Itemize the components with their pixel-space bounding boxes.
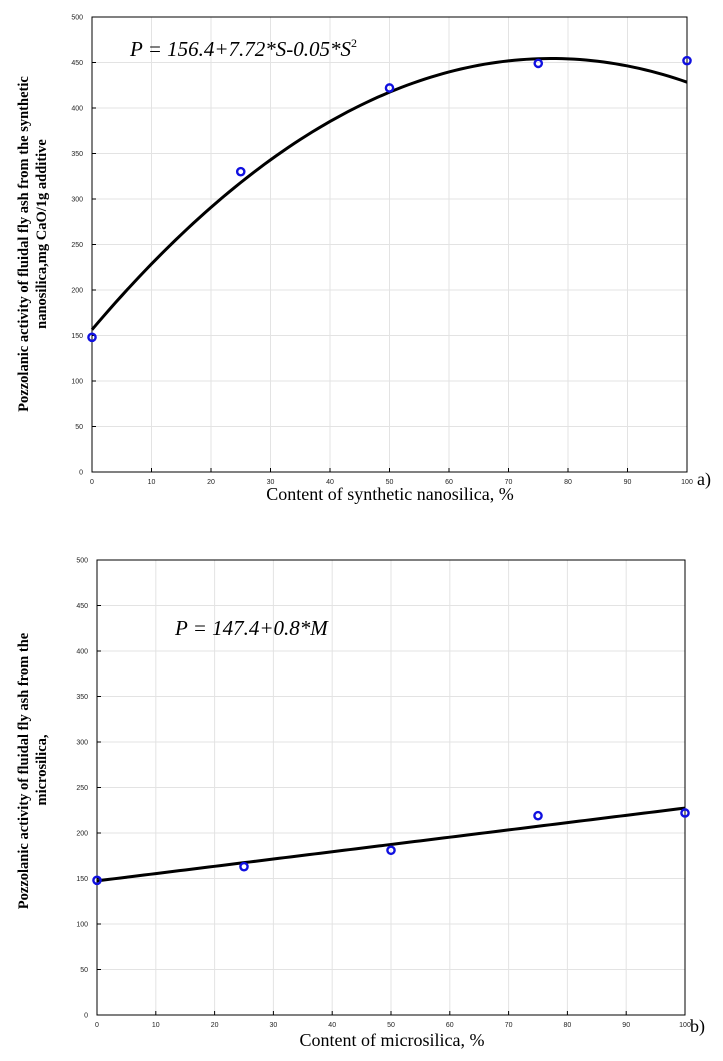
y-axis-label-line-1: Pozzolanic activity of fluidal fly ash f… [16, 76, 32, 412]
y-tick-label: 250 [71, 242, 83, 249]
x-tick-label: 80 [564, 479, 572, 486]
x-tick-label: 60 [446, 1022, 454, 1029]
x-axis-label: Content of synthetic nanosilica, % [266, 484, 513, 504]
y-tick-label: 500 [76, 558, 88, 565]
fit-line [96, 806, 686, 883]
x-tick-label: 50 [386, 479, 394, 486]
data-point [682, 55, 692, 66]
y-axis-label-line-1: Pozzolanic activity of fluidal fly ash f… [16, 632, 32, 909]
equation-text: P = 147.4+0.8*M [174, 616, 329, 640]
equation: P = 156.4+7.72*S-0.05*S2 [129, 36, 357, 61]
data-point [235, 166, 246, 177]
y-tick-label: 400 [76, 649, 88, 656]
data-point [533, 810, 543, 821]
data-point [87, 332, 97, 343]
y-tick-label: 250 [76, 785, 88, 792]
y-tick-label: 50 [80, 967, 88, 974]
equation-text: P = 156.4+7.72*S-0.05*S [129, 37, 352, 61]
y-tick-label: 0 [79, 470, 83, 477]
chart-b: 0 50 100 150 200 250 300 350 400 450 500 0 10 20 30 40 5… [0, 534, 723, 1056]
y-tick-label: 150 [71, 333, 83, 340]
equation-superscript: 2 [351, 36, 357, 50]
x-tick-label: 20 [211, 1022, 219, 1029]
x-tick-label: 90 [624, 479, 632, 486]
x-tick-label: 100 [681, 479, 693, 486]
x-tick-label: 0 [95, 1022, 99, 1029]
chart-a: 0 50 100 150 200 250 300 350 400 450 500 0 10 20 30 40 5… [0, 0, 723, 520]
x-tick-label: 10 [148, 479, 156, 486]
y-tick-label: 200 [71, 288, 83, 295]
x-tick-label: 20 [207, 479, 215, 486]
y-tick-label: 450 [76, 603, 88, 610]
y-tick-label: 450 [71, 60, 83, 67]
data-point [239, 861, 249, 872]
y-tick-label: 400 [71, 106, 83, 113]
x-tick-label: 40 [326, 479, 334, 486]
chart-b-svg: 0 50 100 150 200 250 300 350 400 450 500 0 10 20 30 40 5… [16, 558, 705, 1051]
panel-label: b) [690, 1016, 705, 1037]
x-tick-label: 50 [387, 1022, 395, 1029]
x-tick-label: 10 [152, 1022, 160, 1029]
equation: P = 147.4+0.8*M [174, 616, 329, 640]
data-point [386, 845, 396, 856]
x-axis-label: Content of microsilica, % [300, 1030, 485, 1050]
x-tick-label: 30 [267, 479, 275, 486]
y-axis-label-line-2: microsilica, [34, 734, 50, 805]
x-tick-label: 70 [505, 1022, 513, 1029]
x-tick-label: 40 [328, 1022, 336, 1029]
y-tick-label: 300 [71, 197, 83, 204]
data-point [533, 58, 544, 69]
data-point [680, 808, 690, 818]
y-tick-label: 150 [76, 876, 88, 883]
y-tick-label: 100 [71, 379, 83, 386]
y-tick-label: 300 [76, 740, 88, 747]
x-tick-label: 100 [679, 1022, 691, 1029]
y-axis-label-line-2: nanosilica,mg CaO/1g additive [34, 139, 50, 329]
x-tick-label: 90 [622, 1022, 630, 1029]
x-tick-label: 0 [90, 479, 94, 486]
y-tick-label: 50 [75, 424, 83, 431]
x-tick-label: 60 [445, 479, 453, 486]
y-tick-label: 200 [76, 831, 88, 838]
x-tick-label: 70 [505, 479, 513, 486]
panel-label: a) [697, 469, 711, 490]
y-tick-label: 500 [71, 15, 83, 22]
data-point [384, 83, 395, 93]
y-tick-label: 350 [71, 151, 83, 158]
y-tick-label: 0 [84, 1013, 88, 1020]
y-tick-label: 350 [76, 694, 88, 701]
chart-a-svg: 0 50 100 150 200 250 300 350 400 450 500 0 10 20 30 40 5… [16, 15, 711, 505]
x-tick-label: 80 [564, 1022, 572, 1029]
x-tick-label: 30 [270, 1022, 278, 1029]
data-point [92, 875, 102, 886]
y-tick-label: 100 [76, 922, 88, 929]
